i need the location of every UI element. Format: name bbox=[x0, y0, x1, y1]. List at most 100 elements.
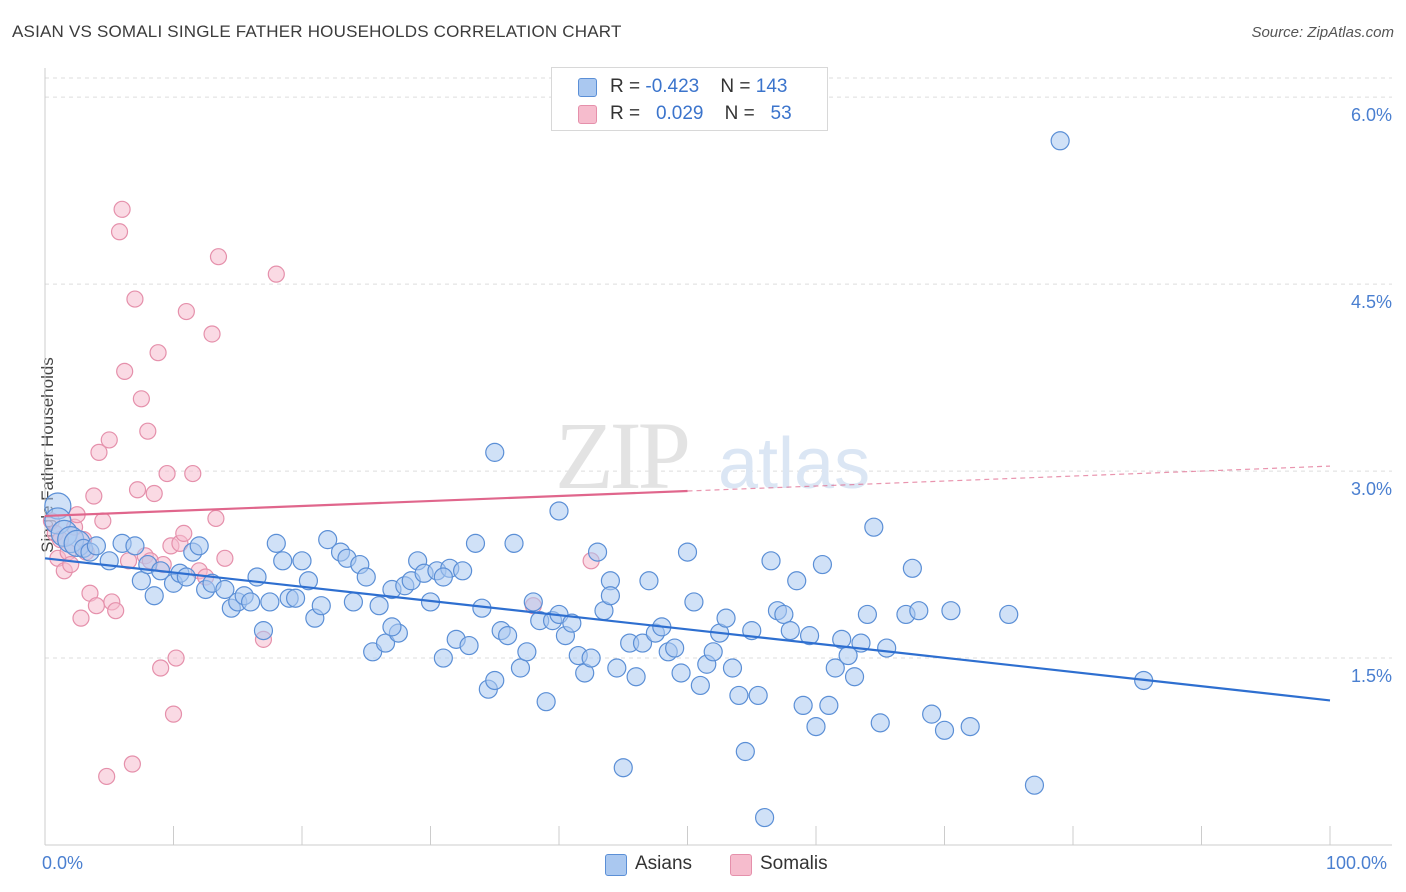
asians-point bbox=[799, 626, 820, 646]
asians-point bbox=[922, 704, 942, 724]
legend-swatch-somalis bbox=[578, 105, 597, 124]
asians-point bbox=[581, 648, 601, 668]
asians-point bbox=[844, 667, 865, 687]
somalis-point bbox=[152, 659, 170, 677]
bottom-legend-swatch-asians bbox=[605, 854, 627, 876]
somalis-point bbox=[209, 248, 228, 266]
asians-point bbox=[369, 596, 389, 616]
somalis-point bbox=[100, 431, 118, 449]
somalis-point bbox=[94, 512, 112, 530]
asians-point bbox=[1024, 775, 1045, 795]
legend-stats-asians: R = -0.423 N = 143 bbox=[610, 76, 787, 98]
asians-point bbox=[703, 642, 723, 662]
asians-point bbox=[375, 633, 396, 653]
legend-r-value: -0.423 bbox=[645, 76, 700, 97]
somalis-point bbox=[177, 302, 195, 321]
asians-point bbox=[864, 517, 884, 537]
y-tick-label: 4.5% bbox=[1350, 292, 1392, 313]
asians-point bbox=[510, 658, 531, 678]
legend-n-label: N = bbox=[720, 76, 756, 97]
y-tick-label: 3.0% bbox=[1350, 479, 1392, 500]
bottom-legend-label-asians: Asians bbox=[635, 853, 693, 874]
asians-point bbox=[877, 638, 897, 658]
asians-point bbox=[356, 567, 376, 587]
bottom-legend-swatch-somalis bbox=[730, 854, 752, 876]
asians-point bbox=[144, 586, 164, 606]
legend-swatch-asians bbox=[578, 78, 597, 97]
asians-point bbox=[125, 536, 145, 556]
somalis-point bbox=[132, 390, 150, 408]
asians-point bbox=[465, 533, 486, 553]
watermark-atlas: atlas bbox=[718, 424, 870, 504]
asian-points bbox=[44, 131, 1154, 828]
asians-point bbox=[774, 604, 794, 625]
asians-point bbox=[253, 621, 274, 641]
trendlines bbox=[44, 465, 1331, 702]
asians-point bbox=[909, 601, 929, 621]
asians-point bbox=[241, 592, 261, 612]
asians-point bbox=[292, 551, 312, 571]
asians-point bbox=[613, 758, 633, 778]
legend-n-label: N = bbox=[724, 103, 760, 124]
chart-source: Source: ZipAtlas.com bbox=[1251, 24, 1394, 41]
asians-point bbox=[549, 501, 569, 521]
somalis-point bbox=[116, 362, 134, 380]
asians-point bbox=[131, 571, 151, 591]
gridlines bbox=[45, 77, 1392, 659]
asians-point bbox=[934, 720, 955, 740]
asians-point bbox=[729, 685, 749, 706]
asians-point bbox=[857, 604, 878, 625]
axes bbox=[44, 68, 1392, 846]
asians-point bbox=[176, 567, 196, 587]
asians-point bbox=[86, 536, 107, 556]
asians-point bbox=[562, 613, 582, 633]
somalis-point bbox=[184, 464, 202, 483]
somalis-point bbox=[164, 705, 183, 723]
asians-point bbox=[433, 648, 453, 668]
asians-point bbox=[626, 667, 646, 687]
legend-stats-somalis: R = 0.029 N = 53 bbox=[610, 103, 792, 125]
somalis-point bbox=[216, 549, 234, 567]
asians-point bbox=[639, 571, 659, 591]
asians-point bbox=[825, 658, 845, 678]
asians-point bbox=[819, 695, 839, 716]
somalis-point bbox=[72, 609, 90, 627]
asians-point bbox=[793, 695, 813, 716]
legend: R = -0.423 N = 143 R = 0.029 N = 53 bbox=[551, 67, 828, 131]
asians-point bbox=[536, 692, 556, 712]
legend-n-value: 143 bbox=[755, 76, 788, 97]
chart-title: ASIAN VS SOMALI SINGLE FATHER HOUSEHOLDS… bbox=[12, 22, 622, 41]
asians-point bbox=[433, 567, 453, 587]
asians-point bbox=[677, 542, 698, 562]
y-tick-label: 1.5% bbox=[1350, 666, 1392, 687]
asians-point bbox=[780, 621, 800, 641]
asians-point bbox=[318, 530, 338, 550]
watermark: ZIP atlas bbox=[555, 402, 870, 509]
asians-point bbox=[787, 571, 807, 591]
asians-point bbox=[735, 741, 755, 762]
asians-point bbox=[600, 586, 621, 606]
x-tick-min: 0.0% bbox=[42, 853, 84, 873]
asians-point bbox=[498, 626, 518, 646]
somalis-point bbox=[123, 755, 141, 773]
bottom-legend-label-somalis: Somalis bbox=[760, 853, 828, 874]
somalis-point bbox=[167, 649, 185, 667]
asians-point bbox=[716, 608, 736, 628]
asians-point bbox=[722, 658, 743, 678]
asians-point bbox=[523, 592, 543, 612]
asians-point bbox=[941, 601, 961, 621]
somalis-point bbox=[62, 555, 80, 574]
asians-point bbox=[298, 571, 319, 591]
asians-point bbox=[812, 554, 833, 575]
asians-point bbox=[671, 663, 691, 683]
asians-point bbox=[485, 442, 505, 462]
asians-point bbox=[665, 638, 685, 658]
somalis-point bbox=[149, 344, 167, 362]
asians-point bbox=[806, 716, 826, 737]
legend-r-label: R = bbox=[610, 103, 646, 124]
asians-point bbox=[960, 716, 980, 737]
somalis-trendline bbox=[44, 489, 688, 518]
asians-point bbox=[761, 551, 781, 571]
somalis-point bbox=[145, 484, 163, 503]
